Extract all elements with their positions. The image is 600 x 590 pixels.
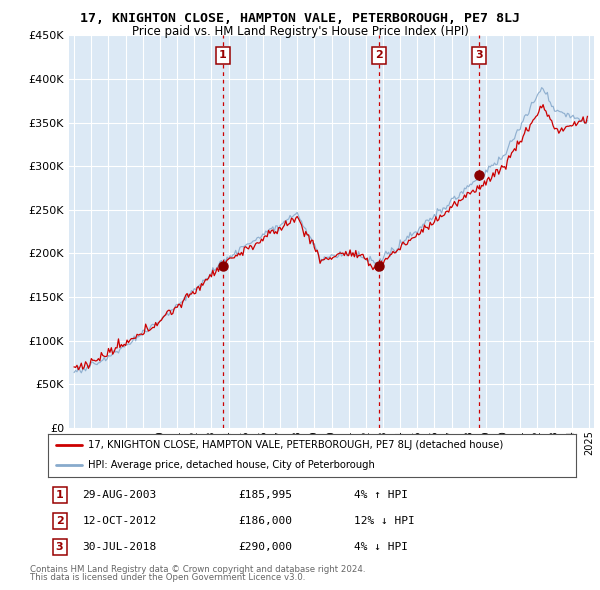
Text: 12-OCT-2012: 12-OCT-2012 [82,516,157,526]
Text: This data is licensed under the Open Government Licence v3.0.: This data is licensed under the Open Gov… [30,573,305,582]
Text: 17, KNIGHTON CLOSE, HAMPTON VALE, PETERBOROUGH, PE7 8LJ: 17, KNIGHTON CLOSE, HAMPTON VALE, PETERB… [80,12,520,25]
Text: Price paid vs. HM Land Registry's House Price Index (HPI): Price paid vs. HM Land Registry's House … [131,25,469,38]
Text: 4% ↑ HPI: 4% ↑ HPI [354,490,408,500]
Text: £186,000: £186,000 [238,516,292,526]
Text: HPI: Average price, detached house, City of Peterborough: HPI: Average price, detached house, City… [88,460,374,470]
Text: 17, KNIGHTON CLOSE, HAMPTON VALE, PETERBOROUGH, PE7 8LJ (detached house): 17, KNIGHTON CLOSE, HAMPTON VALE, PETERB… [88,440,503,450]
Text: 12% ↓ HPI: 12% ↓ HPI [354,516,415,526]
Text: £185,995: £185,995 [238,490,292,500]
Text: 1: 1 [219,51,227,60]
Text: 2: 2 [376,51,383,60]
Text: 2: 2 [56,516,64,526]
Text: £290,000: £290,000 [238,542,292,552]
Text: 1: 1 [56,490,64,500]
Text: 30-JUL-2018: 30-JUL-2018 [82,542,157,552]
Text: Contains HM Land Registry data © Crown copyright and database right 2024.: Contains HM Land Registry data © Crown c… [30,565,365,574]
Text: 29-AUG-2003: 29-AUG-2003 [82,490,157,500]
Text: 3: 3 [56,542,64,552]
Text: 4% ↓ HPI: 4% ↓ HPI [354,542,408,552]
Text: 3: 3 [475,51,482,60]
